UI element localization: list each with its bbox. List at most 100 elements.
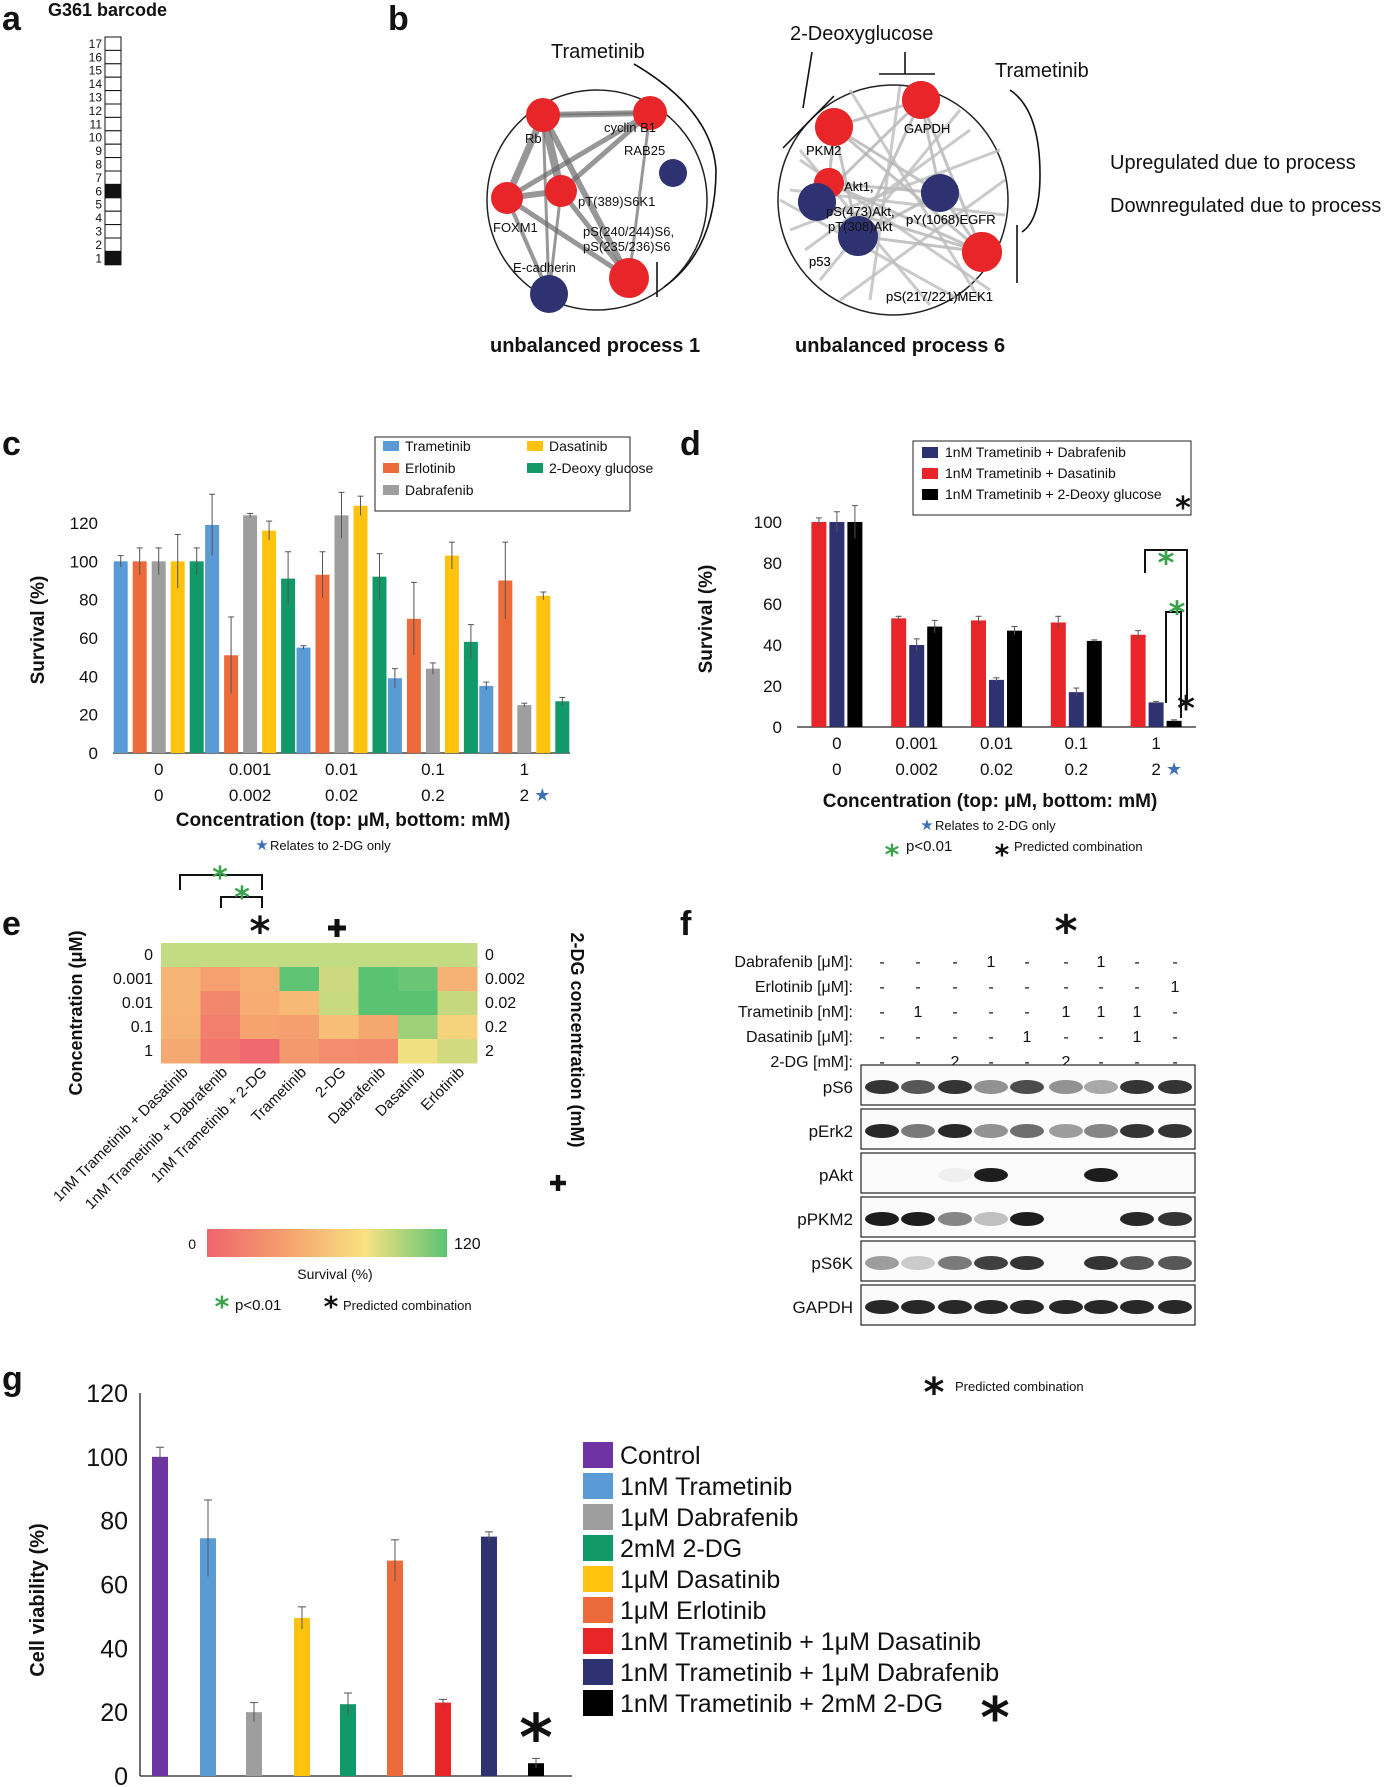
legend-swatch	[583, 1659, 613, 1685]
node-egfr	[921, 174, 959, 212]
treatment-label: Trametinib [nM]:	[738, 1004, 853, 1021]
legend-label: 1nM Trametinib + 2mM 2-DG	[620, 1690, 943, 1718]
treatment-label: Dasatinib [μM]:	[746, 1029, 853, 1046]
network-edge	[818, 109, 962, 281]
node-mek1	[962, 232, 1002, 272]
node-label: pS(240/244)S6,	[583, 224, 674, 239]
legend-swatch	[583, 1690, 613, 1716]
cross-bar-v	[555, 1175, 561, 1191]
y-tick-label: 100	[70, 552, 98, 571]
legend-swatch	[583, 1597, 613, 1623]
sig-bracket	[179, 874, 263, 890]
heatmap-row-label: 0.01	[122, 995, 153, 1012]
heatmap-cell	[358, 991, 399, 1016]
node-label: PKM2	[806, 143, 841, 158]
bar-dabrafenib	[425, 668, 440, 753]
process1-label: unbalanced process 1	[490, 335, 700, 357]
sig-bracket	[220, 896, 263, 908]
x-tick-label-top: 0.1	[421, 760, 445, 779]
blot-band	[901, 1256, 935, 1270]
treatment-value: -	[879, 979, 884, 996]
heatmap-cell	[161, 991, 201, 1016]
blot-band	[1084, 1256, 1118, 1270]
bar-2mm-2-dg	[340, 1704, 356, 1776]
y-tick-label: 80	[763, 554, 782, 573]
blot-band	[901, 1300, 935, 1314]
node-ps6	[609, 258, 649, 298]
network-boundary	[486, 89, 708, 311]
barcode-row-label: 10	[89, 131, 103, 145]
node-pkm2	[815, 108, 853, 146]
bar-erlotinib	[406, 618, 421, 753]
chart-g: 0 20 40 60 80 100 120 * Control 1nM Trametinib 1μM…	[86, 1380, 1009, 1787]
heatmap-cell	[161, 1039, 201, 1064]
predicted-star-icon: *	[250, 909, 271, 955]
legend-swatch	[922, 468, 938, 479]
legend-label: 2mM 2-DG	[620, 1535, 742, 1563]
chart-g-ylabel: Cell viability (%)	[27, 1523, 49, 1676]
y-tick-label: 0	[114, 1763, 128, 1787]
heatmap-row-label-right: 0.02	[485, 995, 516, 1012]
chart-c-ylabel: Survival (%)	[28, 576, 49, 685]
bar-trametinib	[205, 524, 220, 753]
bar-1nm-trametinib-dabrafenib	[1148, 702, 1164, 727]
network-edge	[827, 181, 984, 254]
bar-1-m-dasatinib	[294, 1618, 310, 1776]
barcode-cell	[104, 116, 122, 132]
node-label: Akt1,	[844, 179, 874, 194]
bar-1-m-dabrafenib	[246, 1712, 262, 1776]
legend-label: Dabrafenib	[405, 482, 474, 498]
legend-label: 2-Deoxy glucose	[549, 460, 653, 476]
heatmap-cell	[240, 1015, 280, 1040]
x-tick-label-bottom: 0.2	[1064, 760, 1088, 779]
predicted-star-icon: *	[1054, 906, 1077, 957]
y-tick-label: 120	[70, 514, 98, 533]
bar-2-deoxy-glucose	[372, 576, 387, 753]
x-tick-label-bottom: 0.002	[229, 786, 272, 805]
blot-frame	[860, 1152, 1196, 1194]
blot-band	[1158, 1256, 1192, 1270]
treatment-value: 1	[1023, 1029, 1032, 1046]
blot-band	[1120, 1080, 1154, 1094]
x-tick-label-top: 0.1	[1064, 734, 1088, 753]
node-rab25	[659, 159, 687, 187]
legend-label: 1nM Trametinib + Dabrafenib	[945, 444, 1126, 460]
legend-label: 1nM Trametinib + 1μM Dasatinib	[620, 1628, 981, 1656]
barcode-row-label: 13	[89, 91, 103, 105]
legend-upregulated: Upregulated due to process	[1110, 152, 1356, 174]
barcode-cell	[104, 157, 122, 172]
x-tick-label-bottom: 0.02	[325, 786, 358, 805]
node-label: p53	[809, 254, 831, 269]
x-tick-label-bottom: 2	[1151, 760, 1160, 779]
treatment-value: -	[1172, 1054, 1177, 1071]
blot-band	[901, 1212, 935, 1226]
blot-band	[938, 1256, 972, 1270]
predicted-star-icon: *	[1175, 491, 1191, 526]
legend-downregulated: Downregulated due to process	[1110, 195, 1381, 217]
node-ecad	[530, 275, 568, 313]
barcode-cell	[104, 130, 122, 145]
inhibition-line	[802, 51, 813, 109]
process6-label: unbalanced process 6	[795, 335, 1005, 357]
predicted-star-icon: *	[519, 1702, 552, 1776]
node-ps473	[798, 183, 836, 221]
node-label: pS(217/221)MEK1	[886, 289, 993, 304]
barcode-row-label: 7	[95, 171, 102, 185]
heatmap-cell	[279, 943, 320, 968]
bar-2-deoxy-glucose	[555, 701, 570, 753]
bar-1nm-trametinib-dasatinib	[1130, 634, 1146, 727]
barcode-cell	[104, 250, 122, 266]
node-label: GAPDH	[904, 121, 950, 136]
x-tick-label-top: 0.001	[229, 760, 272, 779]
treatment-value: -	[952, 1004, 957, 1021]
heatmap-cell	[319, 967, 359, 992]
heatmap-row-label-right: 0	[485, 947, 494, 964]
heatmap-cell	[398, 967, 438, 992]
cross-icon	[550, 1175, 566, 1191]
node-label: FOXM1	[493, 220, 538, 235]
blot-band	[1120, 1256, 1154, 1270]
treatment-value: -	[1063, 954, 1068, 971]
bar-1nm-trametinib-dasatinib	[1050, 622, 1066, 727]
heatmap-cell	[161, 943, 201, 968]
heatmap-cell	[161, 1015, 201, 1040]
